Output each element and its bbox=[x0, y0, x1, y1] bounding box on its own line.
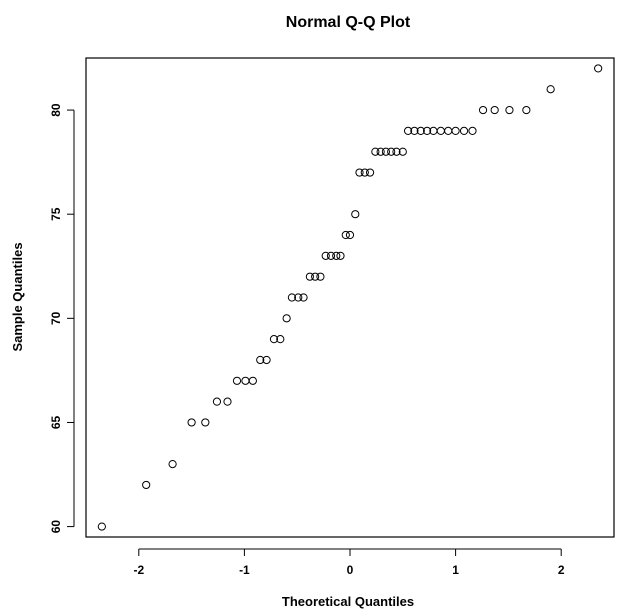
y-tick-label: 70 bbox=[49, 311, 63, 325]
data-point bbox=[345, 230, 355, 240]
data-points bbox=[97, 64, 603, 531]
data-point bbox=[381, 147, 391, 156]
data-point bbox=[294, 293, 303, 302]
data-point bbox=[212, 397, 222, 406]
data-point bbox=[269, 335, 279, 344]
data-point bbox=[422, 126, 432, 135]
data-point bbox=[316, 272, 325, 281]
data-point bbox=[392, 147, 401, 156]
data-point bbox=[232, 376, 242, 385]
y-tick-label: 65 bbox=[49, 415, 63, 429]
y-tick-label: 75 bbox=[49, 207, 63, 221]
x-tick-label: -1 bbox=[239, 563, 250, 577]
data-point bbox=[403, 126, 413, 135]
data-point bbox=[522, 105, 531, 115]
data-point bbox=[142, 480, 151, 490]
data-point bbox=[336, 251, 345, 260]
data-point bbox=[223, 397, 232, 406]
data-point bbox=[248, 376, 257, 385]
x-axis-label: Theoretical Quantiles bbox=[282, 594, 414, 609]
data-point bbox=[505, 105, 514, 115]
data-point bbox=[282, 314, 291, 323]
data-point bbox=[351, 210, 360, 219]
data-point bbox=[594, 64, 603, 73]
data-point bbox=[262, 355, 271, 365]
data-point bbox=[256, 355, 265, 365]
data-point bbox=[326, 251, 336, 260]
x-tick-label: -2 bbox=[133, 563, 144, 577]
data-point bbox=[410, 126, 419, 135]
data-point bbox=[398, 147, 407, 156]
data-point bbox=[546, 85, 555, 94]
data-point bbox=[387, 147, 396, 156]
data-point bbox=[451, 126, 460, 135]
x-axis: -2 -1 0 1 2 bbox=[133, 548, 565, 577]
data-point bbox=[311, 272, 320, 281]
x-tick-label: 0 bbox=[347, 563, 354, 577]
data-point bbox=[478, 105, 488, 115]
chart-title: Normal Q-Q Plot bbox=[286, 14, 411, 31]
data-point bbox=[459, 126, 469, 135]
data-point bbox=[287, 293, 297, 302]
data-point bbox=[365, 168, 375, 177]
data-point bbox=[332, 251, 341, 260]
y-axis-label: Sample Quantiles bbox=[10, 242, 25, 351]
data-point bbox=[168, 460, 177, 469]
y-tick-label: 80 bbox=[49, 103, 63, 117]
data-point bbox=[468, 126, 477, 135]
data-point bbox=[97, 522, 106, 531]
data-point bbox=[299, 293, 308, 302]
data-point bbox=[341, 230, 350, 240]
y-axis: 60 65 70 75 80 bbox=[49, 103, 75, 534]
data-point bbox=[376, 147, 385, 156]
plot-frame bbox=[85, 57, 615, 538]
data-point bbox=[490, 105, 499, 115]
data-point bbox=[305, 272, 314, 281]
data-point bbox=[416, 126, 425, 135]
data-point bbox=[187, 418, 196, 427]
data-point bbox=[276, 335, 285, 344]
data-point bbox=[201, 418, 210, 427]
data-point bbox=[355, 168, 364, 177]
data-point bbox=[371, 147, 380, 156]
data-point bbox=[360, 168, 369, 177]
y-tick-label: 60 bbox=[49, 520, 63, 534]
data-point bbox=[321, 251, 330, 260]
x-tick-label: 1 bbox=[452, 563, 459, 577]
x-tick-label: 2 bbox=[558, 563, 565, 577]
